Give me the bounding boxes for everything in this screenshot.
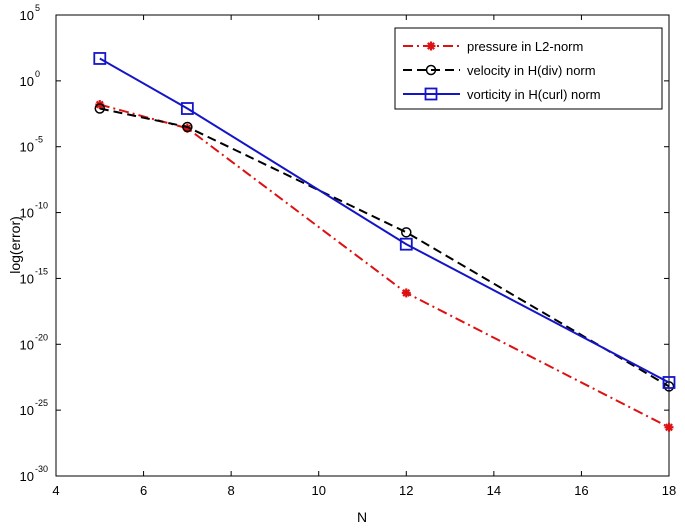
data-point-star xyxy=(664,422,674,432)
x-tick-label: 16 xyxy=(574,483,588,498)
legend-marker-circle xyxy=(425,64,437,76)
legend-marker-star xyxy=(426,41,436,51)
x-tick-label: 12 xyxy=(399,483,413,498)
x-tick-label: 18 xyxy=(662,483,676,498)
y-tick-label-base: 10 xyxy=(20,271,34,286)
y-tick-label-base: 10 xyxy=(20,74,34,89)
x-tick-label: 6 xyxy=(140,483,147,498)
data-point-square xyxy=(399,237,413,251)
y-tick-label-exponent: -30 xyxy=(35,464,48,474)
y-tick-label-exponent: 5 xyxy=(35,3,40,13)
series-line-square xyxy=(99,57,670,384)
data-point-square xyxy=(180,102,194,115)
legend-box xyxy=(394,27,663,110)
y-tick-label-base: 10 xyxy=(20,337,34,352)
legend-label: pressure in L2-norm xyxy=(467,39,583,54)
x-axis-label: N xyxy=(357,509,367,525)
x-tick-label: 10 xyxy=(311,483,325,498)
x-tick-label: 8 xyxy=(228,483,235,498)
x-tick-label: 14 xyxy=(487,483,501,498)
y-tick-label-exponent: -10 xyxy=(35,201,48,211)
data-point-star xyxy=(401,288,411,298)
series-layer xyxy=(93,52,676,432)
legend-marker-square xyxy=(424,87,438,101)
y-tick-label-exponent: -5 xyxy=(35,135,43,145)
x-tick-label: 4 xyxy=(52,483,59,498)
series-line-star xyxy=(99,103,670,429)
data-point-square xyxy=(662,376,676,389)
data-point-circle xyxy=(182,121,193,133)
y-tick-label-base: 10 xyxy=(20,140,34,155)
y-tick-label-base: 10 xyxy=(20,403,34,418)
legend: pressure in L2-norm velocity in H(div) no… xyxy=(394,27,663,110)
y-tick-label-base: 10 xyxy=(20,206,34,221)
series-line-circle xyxy=(99,107,670,388)
data-point-circle xyxy=(401,227,412,238)
y-tick-label-base: 10 xyxy=(20,469,34,484)
y-tick-label-exponent: -25 xyxy=(35,398,48,408)
y-axis-label: log(error) xyxy=(7,216,23,274)
y-tick-label-exponent: -20 xyxy=(35,332,48,342)
data-point-square xyxy=(93,52,107,65)
y-tick-label-exponent: 0 xyxy=(35,69,40,79)
legend-label: vorticity in H(curl) norm xyxy=(467,87,601,102)
y-tick-label-base: 10 xyxy=(20,8,34,23)
data-point-circle xyxy=(94,103,106,114)
y-tick-label-exponent: -15 xyxy=(35,266,48,276)
legend-label: velocity in H(div) norm xyxy=(467,63,596,78)
